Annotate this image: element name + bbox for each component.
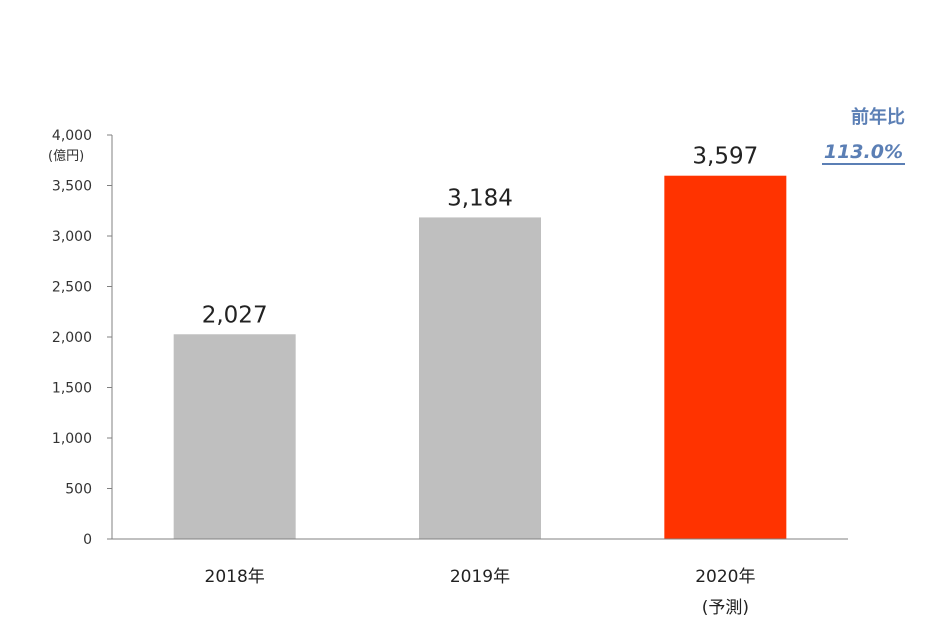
y-tick-label: 4,000 (52, 128, 92, 144)
bar (419, 217, 541, 539)
data-label: 2,027 (202, 302, 268, 328)
bar (664, 175, 787, 539)
y-tick-label: 1,500 (52, 381, 92, 397)
y-axis: 0 500 1,000 1,500 2,000 2,500 3,000 3,500 4,000 (… (48, 128, 113, 548)
x-axis: 2018年 2019年 2020年 (予測) (112, 538, 848, 618)
yoy-value: 113.0% (821, 141, 905, 165)
x-tick-sublabel: (予測) (702, 598, 749, 618)
data-labels: 2,027 3,184 3,597 (202, 144, 759, 329)
y-tick-label: 500 (65, 482, 92, 498)
data-label: 3,597 (692, 144, 758, 170)
yoy-label: 前年比 (851, 107, 905, 128)
bar (173, 334, 296, 539)
y-unit-label: (億円) (48, 148, 84, 164)
y-tick-label: 2,000 (52, 330, 92, 346)
data-label: 3,184 (447, 185, 513, 211)
y-tick-label: 0 (83, 532, 92, 548)
y-tick-label: 2,500 (52, 280, 92, 296)
x-tick-label: 2020年 (695, 567, 755, 587)
x-tick-label: 2018年 (205, 567, 265, 587)
y-tick-label: 1,000 (52, 431, 92, 447)
y-tick-label: 3,500 (52, 179, 92, 195)
x-tick-label: 2019年 (450, 567, 510, 587)
bars (173, 175, 787, 539)
y-tick-label: 3,000 (52, 229, 92, 245)
